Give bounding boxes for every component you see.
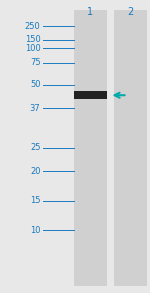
Text: 20: 20 [30,167,40,176]
Text: 1: 1 [87,7,93,17]
Bar [74,91,106,99]
Bar [114,10,147,286]
Text: 10: 10 [30,226,40,234]
Text: 15: 15 [30,196,40,205]
Bar [74,10,106,286]
Text: 2: 2 [127,7,134,17]
Text: 150: 150 [25,35,40,44]
Text: 250: 250 [25,22,40,31]
Text: 37: 37 [30,104,40,113]
Text: 75: 75 [30,59,40,67]
Text: 100: 100 [25,44,40,53]
Text: 25: 25 [30,144,40,152]
Text: 50: 50 [30,81,40,89]
